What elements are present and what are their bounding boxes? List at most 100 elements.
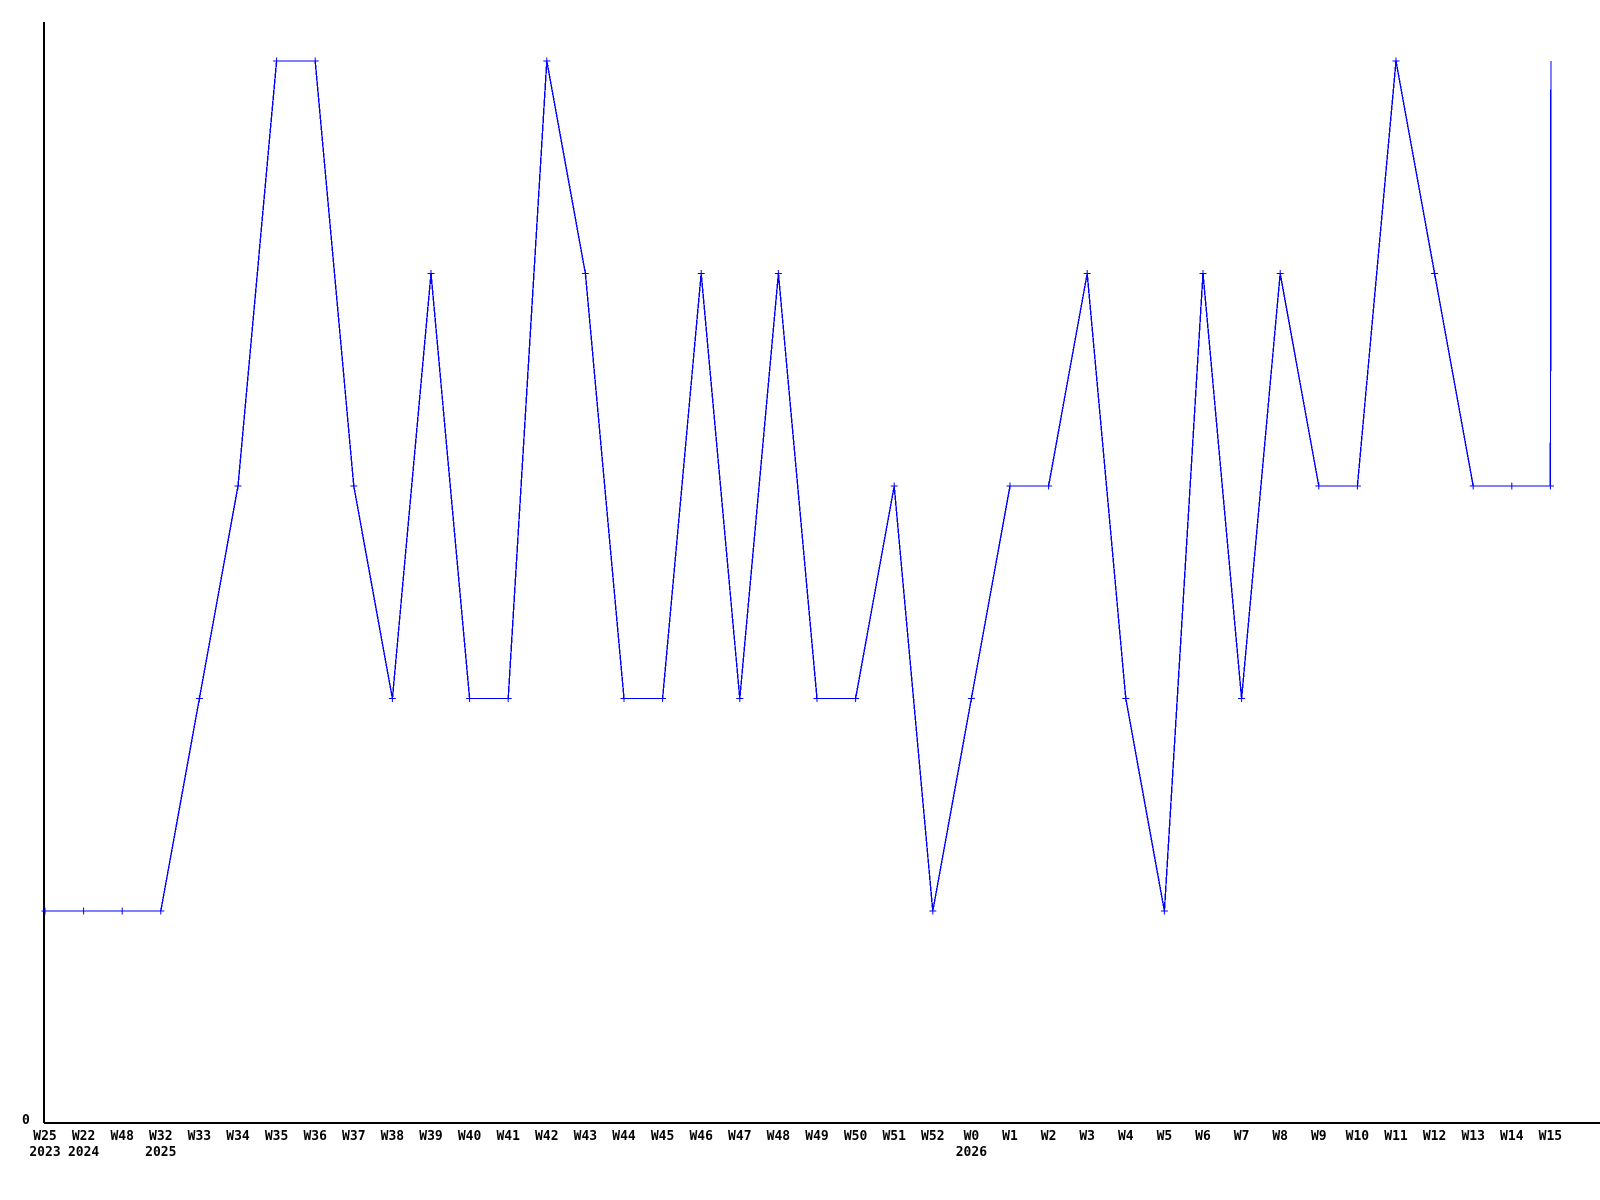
- data-point-marker: [273, 57, 281, 65]
- x-tick-year-label: 2025: [145, 1145, 177, 1160]
- x-tick-week-label: W34: [226, 1129, 250, 1144]
- data-point-marker: [581, 270, 589, 277]
- data-point-marker: [311, 57, 319, 65]
- x-tick-week-label: W10: [1345, 1129, 1370, 1144]
- x-axis-tick-w48: W48: [92, 1129, 152, 1145]
- x-tick-week-label: W52: [921, 1129, 945, 1144]
- x-tick-week-label: W48: [110, 1129, 134, 1144]
- x-tick-week-label: W2: [1040, 1129, 1057, 1144]
- x-tick-week-label: W1: [1002, 1129, 1018, 1144]
- x-axis-tick-w14: W14: [1482, 1129, 1542, 1145]
- x-tick-week-label: W46: [689, 1129, 713, 1144]
- data-point-marker: [774, 270, 782, 277]
- x-tick-week-label: W42: [535, 1129, 559, 1144]
- x-tick-week-label: W33: [187, 1129, 212, 1144]
- data-point-marker: [466, 695, 474, 702]
- data-point-marker: [1199, 270, 1207, 277]
- data-point-marker: [543, 57, 551, 65]
- data-point-marker: [1160, 907, 1168, 915]
- x-axis-tick-w4: W4: [1096, 1129, 1156, 1145]
- data-point-marker: [195, 695, 203, 702]
- x-axis-tick-labels: W25 2023 W22 2024 W48 W32 2025 W33 W34 W35 W36 W37 W…: [0, 1129, 1600, 1189]
- x-axis-tick-w42: W42: [517, 1129, 577, 1145]
- x-tick-week-label: W13: [1461, 1129, 1485, 1144]
- x-tick-year-label: 2026: [955, 1145, 988, 1160]
- data-point-marker: [1122, 695, 1130, 702]
- x-tick-week-label: W50: [843, 1129, 868, 1144]
- x-axis-tick-w46: W46: [671, 1129, 731, 1145]
- x-axis-tick-w35: W35: [247, 1129, 307, 1145]
- x-tick-week-label: W38: [380, 1129, 405, 1144]
- axes-group: [43, 22, 1600, 1124]
- data-point-marker: [1315, 482, 1323, 490]
- x-axis-tick-w2: W2: [1019, 1129, 1079, 1145]
- x-tick-week-label: W35: [264, 1129, 289, 1144]
- x-axis-tick-w1: W1: [980, 1129, 1040, 1145]
- x-axis-tick-w9: W9: [1289, 1129, 1349, 1145]
- x-axis-tick-w25: W25 2023: [15, 1129, 75, 1161]
- x-axis-tick-w38: W38: [362, 1129, 422, 1145]
- x-tick-week-label: W37: [342, 1129, 366, 1144]
- x-axis-tick-w8: W8: [1250, 1129, 1310, 1145]
- x-tick-week-label: W41: [496, 1129, 520, 1144]
- x-tick-week-label: W40: [457, 1129, 482, 1144]
- x-tick-week-label: W12: [1422, 1129, 1447, 1144]
- x-axis-tick-w50: W50: [826, 1129, 886, 1145]
- x-axis-tick-w43: W43: [555, 1129, 615, 1145]
- x-axis-tick-w12: W12: [1405, 1129, 1465, 1145]
- data-point-marker: [1431, 270, 1439, 277]
- data-point-marker: [813, 695, 821, 702]
- data-point-marker: [1006, 482, 1014, 490]
- x-tick-year-label: 2024: [67, 1145, 100, 1160]
- data-point-marker: [852, 695, 860, 702]
- data-point-marker: [427, 270, 435, 277]
- x-axis-tick-w52: W52: [903, 1129, 963, 1145]
- x-axis-tick-w11: W11: [1366, 1129, 1426, 1145]
- x-tick-week-label: W22: [71, 1129, 96, 1144]
- x-axis-tick-w6: W6: [1173, 1129, 1233, 1145]
- x-axis-tick-w48: W48: [748, 1129, 808, 1145]
- x-tick-week-label: W47: [728, 1129, 752, 1144]
- data-point-marker: [890, 482, 898, 490]
- data-point-marker: [620, 695, 628, 702]
- x-tick-week-label: W39: [419, 1129, 443, 1144]
- x-tick-week-label: W25: [33, 1129, 57, 1144]
- x-tick-week-label: W9: [1310, 1129, 1327, 1144]
- x-axis-tick-w10: W10: [1327, 1129, 1387, 1145]
- x-axis-tick-w41: W41: [478, 1129, 538, 1145]
- data-point-marker: [1353, 482, 1361, 490]
- data-point-marker: [697, 270, 705, 277]
- data-point-marker: [234, 482, 242, 490]
- data-point-marker: [736, 695, 744, 702]
- x-axis-tick-w51: W51: [864, 1129, 924, 1145]
- x-axis-tick-w33: W33: [169, 1129, 229, 1145]
- x-tick-week-label: W14: [1500, 1129, 1524, 1144]
- x-axis-tick-w15: W15: [1520, 1129, 1580, 1145]
- x-tick-week-label: W44: [612, 1129, 636, 1144]
- data-point-marker: [118, 907, 126, 915]
- x-tick-week-label: W51: [882, 1129, 906, 1144]
- data-point-marker: [1045, 482, 1053, 490]
- x-axis-tick-w44: W44: [594, 1129, 654, 1145]
- x-tick-week-label: W49: [805, 1129, 829, 1144]
- x-tick-week-label: W8: [1272, 1129, 1289, 1144]
- data-point-marker: [504, 695, 512, 702]
- x-axis-tick-w49: W49: [787, 1129, 847, 1145]
- y-axis-tick-label-zero: 0: [22, 1113, 30, 1128]
- x-tick-week-label: W6: [1195, 1129, 1211, 1144]
- data-point-marker: [388, 695, 396, 702]
- x-tick-year-label: 2023: [29, 1145, 61, 1160]
- data-point-marker: [967, 695, 975, 702]
- data-point-marker: [659, 695, 667, 702]
- x-axis-tick-w37: W37: [324, 1129, 384, 1145]
- x-axis-tick-w45: W45: [633, 1129, 693, 1145]
- x-tick-week-label: W5: [1156, 1129, 1173, 1144]
- x-tick-week-label: W7: [1233, 1129, 1250, 1144]
- x-axis-tick-w34: W34: [208, 1129, 268, 1145]
- x-axis-tick-w32: W32 2025: [131, 1129, 191, 1161]
- data-point-marker: [1508, 482, 1516, 490]
- x-axis-tick-w5: W5: [1134, 1129, 1194, 1145]
- x-tick-week-label: W45: [650, 1129, 675, 1144]
